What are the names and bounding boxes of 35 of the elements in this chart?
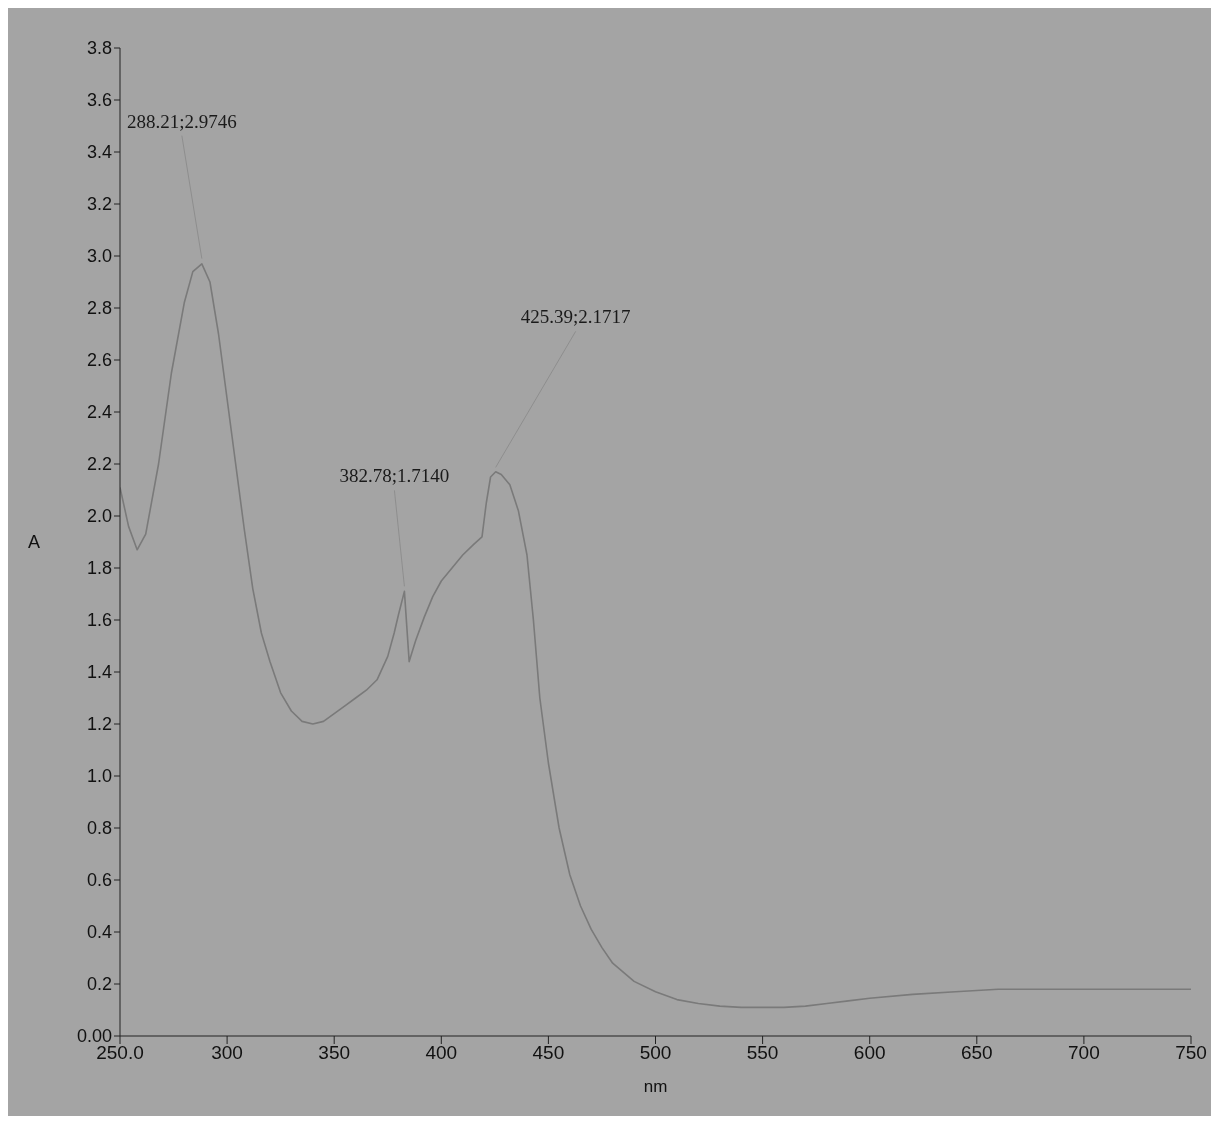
- y-tick-label: 2.6: [86, 350, 112, 371]
- line-series: [120, 263, 1191, 1009]
- x-tick-label: 550: [746, 1042, 779, 1064]
- y-tick-label: 1.8: [86, 558, 112, 579]
- y-tick-label: 0.8: [86, 818, 112, 839]
- x-axis-title: nm: [643, 1077, 668, 1096]
- annotation: 425.39;2.1717: [520, 306, 631, 328]
- x-tick-label: 500: [639, 1042, 672, 1064]
- y-tick-label: 1.2: [86, 714, 112, 735]
- x-tick-label: 700: [1068, 1042, 1100, 1064]
- y-tick-label: 0.4: [86, 922, 112, 943]
- x-tick-label: 350: [318, 1042, 351, 1064]
- y-tick-label: 3.4: [86, 142, 112, 163]
- x-tick-label: 450: [532, 1042, 565, 1064]
- y-tick-label: 2.0: [86, 506, 112, 527]
- y-tick-label: 2.2: [86, 454, 112, 475]
- y-axis-title: A: [28, 532, 41, 553]
- x-tick-label: 750: [1175, 1042, 1207, 1064]
- y-tick-label: 1.6: [86, 610, 112, 631]
- x-tick-label: 650: [960, 1042, 993, 1064]
- y-tick-label: 3.2: [86, 194, 112, 215]
- annotation: 288.21;2.9746: [126, 110, 237, 132]
- annotation: 382.78;1.7140: [339, 465, 450, 487]
- x-tick-label: 300: [211, 1042, 243, 1064]
- y-tick-label: 2.4: [86, 402, 112, 423]
- y-tick-label: 0.2: [86, 974, 112, 995]
- x-tick-label: 400: [425, 1042, 458, 1064]
- y-tick-label: 1.0: [86, 766, 112, 787]
- y-tick-label: 3.8: [86, 38, 112, 59]
- y-tick-label: 3.6: [86, 90, 112, 111]
- y-tick-label: 0.6: [86, 870, 112, 891]
- y-tick-label: 3.0: [86, 246, 112, 267]
- y-tick-label: 2.8: [86, 298, 112, 319]
- x-tick-label: 600: [853, 1042, 886, 1064]
- y-tick-label: 1.4: [86, 662, 112, 683]
